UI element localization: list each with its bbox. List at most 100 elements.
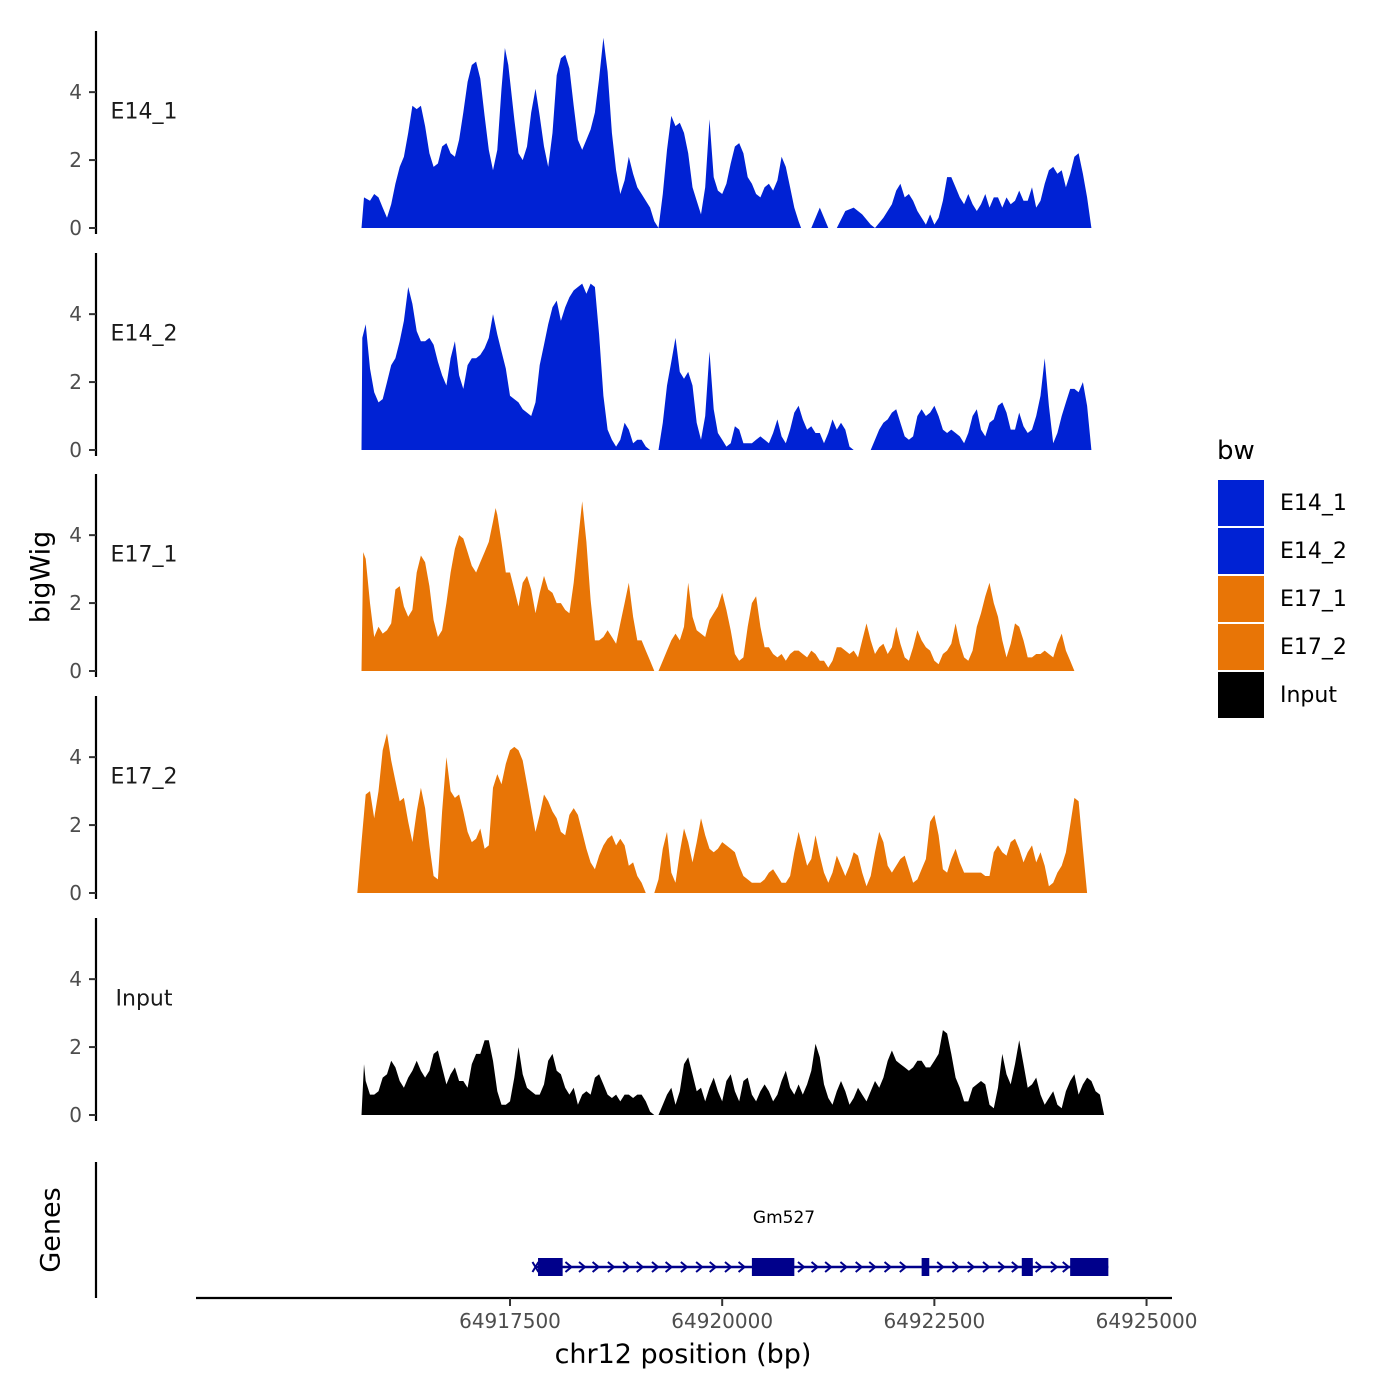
gene-exon: [538, 1258, 563, 1276]
x-tick-label: 64917500: [459, 1309, 561, 1333]
track-label: Input: [116, 987, 173, 1012]
legend-item-E17_1: E17_1: [1218, 576, 1347, 622]
strand-arrow: [578, 1261, 587, 1273]
x-tick-label: 64922500: [883, 1309, 985, 1333]
track-E17_1: 0 2 4 E17_1: [69, 474, 1075, 683]
coverage-area: [658, 115, 802, 228]
legend-item-E17_2: E17_2: [1218, 624, 1347, 670]
strand-arrow: [591, 1261, 601, 1273]
strand-arrow: [967, 1261, 976, 1273]
strand-arrow: [1011, 1261, 1020, 1273]
strand-arrow: [1062, 1261, 1071, 1273]
legend-label: E14_1: [1280, 491, 1347, 516]
coverage-area: [357, 733, 646, 893]
strand-arrow: [951, 1261, 960, 1273]
track-label: E14_1: [111, 100, 178, 125]
coverage-area: [658, 582, 1075, 671]
legend-item-E14_1: E14_1: [1218, 480, 1347, 526]
coverage-area: [361, 283, 651, 450]
gene-exon: [1021, 1258, 1033, 1276]
legend-item-Input: Input: [1218, 672, 1337, 718]
strand-arrow: [607, 1261, 616, 1273]
strand-arrow: [664, 1261, 674, 1273]
strand-arrow: [695, 1261, 704, 1273]
coverage-area: [811, 207, 829, 228]
y-tick-label: 0: [69, 438, 82, 462]
legend: bw E14_1 E14_2 E17_1 E17_2 Input: [1217, 436, 1347, 718]
x-tick-label: 64920000: [671, 1309, 773, 1333]
y-tick-label: 4: [69, 80, 82, 104]
track-label: E17_1: [111, 543, 178, 568]
y-tick-label: 4: [69, 745, 82, 769]
strand-arrow: [651, 1261, 660, 1273]
x-axis: 64917500 64920000 64922500 64925000 chr12 p…: [196, 1296, 1197, 1370]
genes-axis-title: Genes: [36, 1187, 67, 1272]
track-label: E14_2: [111, 322, 178, 347]
strand-arrow: [982, 1261, 991, 1273]
coverage-area: [361, 501, 655, 671]
gene-exon: [921, 1258, 930, 1276]
strand-arrow: [737, 1261, 747, 1273]
strand-arrow: [855, 1261, 864, 1273]
strand-arrow: [839, 1261, 848, 1273]
legend-swatch: [1218, 528, 1264, 574]
y-tick-label: 2: [69, 148, 82, 172]
y-tick-label: 0: [69, 881, 82, 905]
gene-track: Genes Gm527: [36, 1162, 1109, 1298]
y-tick-label: 0: [69, 1103, 82, 1127]
coverage-area: [361, 37, 659, 228]
y-tick-label: 2: [69, 1035, 82, 1059]
y-tick-label: 0: [69, 216, 82, 240]
x-axis-ticks: 64917500 64920000 64922500 64925000: [459, 1298, 1197, 1333]
coverage-area: [361, 1040, 655, 1115]
legend-label: E17_1: [1280, 587, 1347, 612]
track-E17_2: 0 2 4 E17_2: [69, 696, 1088, 905]
coverage-area: [658, 1030, 1105, 1115]
y-tick-label: 4: [69, 523, 82, 547]
legend-title: bw: [1217, 436, 1255, 466]
legend-swatch: [1218, 480, 1264, 526]
strand-arrow: [1050, 1261, 1059, 1273]
strand-arrow: [622, 1261, 631, 1273]
coverage-area: [658, 337, 854, 450]
strand-arrow: [824, 1261, 833, 1273]
y-tick-label: 4: [69, 302, 82, 326]
coverage-area: [836, 207, 875, 228]
strand-arrow: [1034, 1261, 1044, 1273]
strand-arrow: [680, 1261, 689, 1273]
y-tick-label: 0: [69, 659, 82, 683]
strand-arrow: [868, 1261, 877, 1273]
y-axis-title: bigWig: [26, 531, 57, 624]
legend-label: Input: [1280, 683, 1337, 708]
coverage-tracks: 0 2 4 E14_1 0 2 4 E14_2 0 2 4 E17_1 0 2 4 E17_2 0 2 4 Input: [69, 31, 1105, 1127]
gene-model: [531, 1258, 1109, 1276]
coverage-area: [875, 153, 1092, 228]
coverage-area: [654, 797, 1088, 893]
track-E14_1: 0 2 4 E14_1: [69, 31, 1092, 240]
legend-label: E17_2: [1280, 635, 1347, 660]
gene-name-label: Gm527: [753, 1208, 815, 1228]
strand-arrow: [709, 1261, 718, 1273]
legend-swatch: [1218, 624, 1264, 670]
strand-arrow: [797, 1261, 806, 1273]
gene-exon: [751, 1258, 795, 1276]
y-tick-label: 4: [69, 967, 82, 991]
legend-items: E14_1 E14_2 E17_1 E17_2 Input: [1218, 480, 1347, 718]
legend-item-E14_2: E14_2: [1218, 528, 1347, 574]
y-tick-label: 2: [69, 813, 82, 837]
strand-arrow: [636, 1261, 645, 1273]
legend-label: E14_2: [1280, 539, 1347, 564]
y-tick-label: 2: [69, 370, 82, 394]
track-E14_2: 0 2 4 E14_2: [69, 253, 1092, 462]
x-axis-title: chr12 position (bp): [555, 1339, 812, 1370]
x-tick-label: 64925000: [1096, 1309, 1198, 1333]
track-label: E17_2: [111, 765, 178, 790]
strand-arrow: [899, 1261, 908, 1273]
y-tick-label: 2: [69, 591, 82, 615]
track-Input: 0 2 4 Input: [69, 918, 1105, 1127]
gene-start-marker: [531, 1261, 540, 1273]
legend-swatch: [1218, 576, 1264, 622]
strand-arrow: [997, 1261, 1006, 1273]
strand-arrow: [724, 1261, 733, 1273]
